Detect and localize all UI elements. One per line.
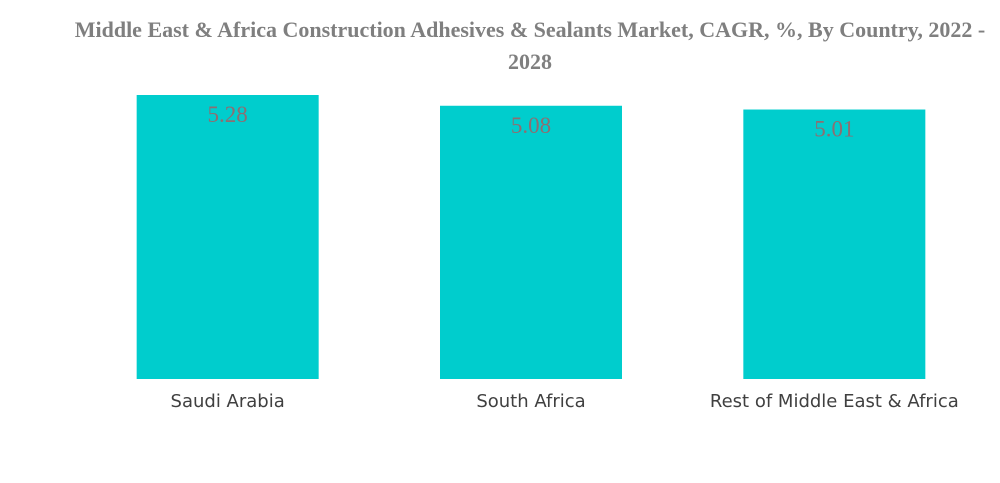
data-label: 5.28 <box>208 102 248 127</box>
bar <box>440 105 622 380</box>
bar <box>136 95 319 379</box>
data-label: 5.01 <box>814 117 854 142</box>
data-label: 5.08 <box>511 113 551 138</box>
bars-layer <box>136 95 926 380</box>
bar <box>743 109 926 379</box>
category-labels-layer: Saudi Arabia South Africa Rest of Middle E… <box>171 391 959 412</box>
category-label: South Africa <box>476 391 585 412</box>
chart-title: Middle East & Africa Construction Adhesi… <box>74 17 986 74</box>
value-labels-layer: 5.28 5.08 5.01 <box>208 102 855 142</box>
category-label: Saudi Arabia <box>171 391 285 412</box>
category-label: Rest of Middle East & Africa <box>710 391 959 412</box>
